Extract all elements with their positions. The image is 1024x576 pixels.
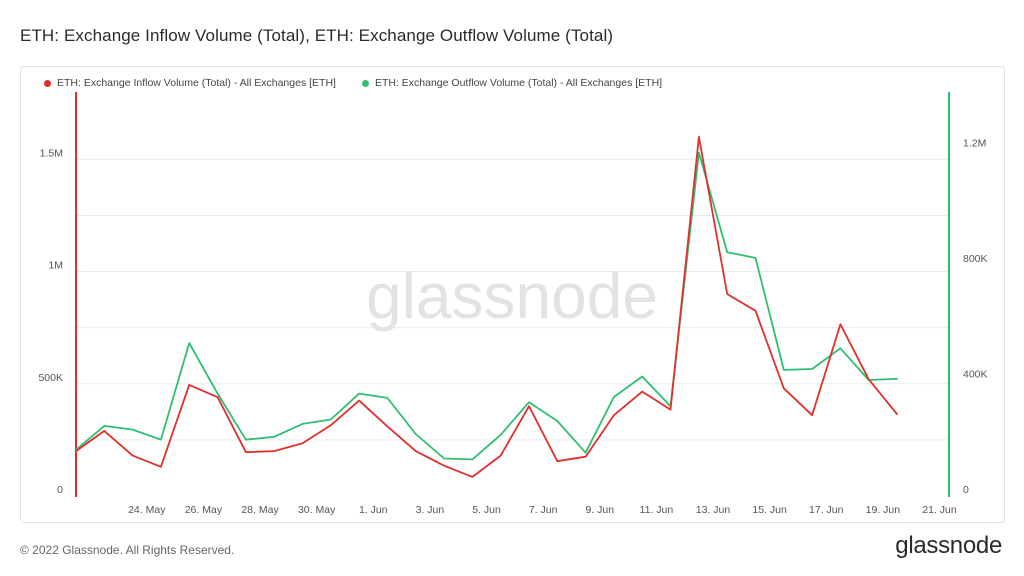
- x-tick-label: 30. May: [298, 504, 336, 516]
- series-line-outflow: [75, 151, 898, 461]
- y-right-tick-label: 0: [963, 484, 969, 496]
- x-tick-label: 1. Jun: [359, 504, 388, 516]
- x-tick-label: 11. Jun: [640, 504, 674, 516]
- brand-logo[interactable]: glassnode: [895, 532, 1002, 559]
- x-tick-label: 26. May: [185, 504, 223, 516]
- legend-label-inflow: ETH: Exchange Inflow Volume (Total) - Al…: [57, 77, 336, 89]
- legend-dot-outflow: [361, 79, 369, 87]
- y-right-tick-label: 400K: [963, 369, 988, 381]
- chart-panel: [20, 66, 1005, 523]
- y-left-tick-label: 1M: [48, 260, 63, 272]
- chart-title: ETH: Exchange Inflow Volume (Total), ETH…: [20, 26, 614, 45]
- legend-item-outflow[interactable]: ETH: Exchange Outflow Volume (Total) - A…: [361, 77, 663, 89]
- y-right-tick-label: 1.2M: [963, 138, 986, 150]
- chart-legend: ETH: Exchange Inflow Volume (Total) - Al…: [44, 77, 662, 89]
- x-tick-label: 15. Jun: [752, 504, 787, 516]
- y-right-tick-label: 800K: [963, 253, 988, 265]
- y-left-tick-label: 1.5M: [40, 147, 63, 159]
- series-line-inflow: [75, 135, 898, 478]
- x-tick-label: 21. Jun: [922, 504, 957, 516]
- x-tick-label: 3. Jun: [416, 504, 445, 516]
- x-tick-label: 13. Jun: [696, 504, 731, 516]
- copyright-text: © 2022 Glassnode. All Rights Reserved.: [20, 543, 235, 557]
- x-tick-label: 24. May: [128, 504, 166, 516]
- legend-item-inflow[interactable]: ETH: Exchange Inflow Volume (Total) - Al…: [44, 77, 336, 89]
- x-tick-label: 9. Jun: [585, 504, 614, 516]
- x-tick-label: 17. Jun: [809, 504, 844, 516]
- legend-dot-inflow: [44, 79, 51, 87]
- legend-label-outflow: ETH: Exchange Outflow Volume (Total) - A…: [374, 77, 663, 89]
- x-tick-label: 7. Jun: [529, 504, 558, 516]
- y-left-tick-label: 500K: [38, 372, 63, 384]
- x-tick-label: 28. May: [241, 504, 279, 516]
- x-tick-label: 5. Jun: [472, 504, 501, 516]
- x-tick-label: 19. Jun: [866, 504, 901, 516]
- watermark-text: glassnode: [366, 260, 658, 332]
- y-left-tick-label: 0: [57, 484, 63, 496]
